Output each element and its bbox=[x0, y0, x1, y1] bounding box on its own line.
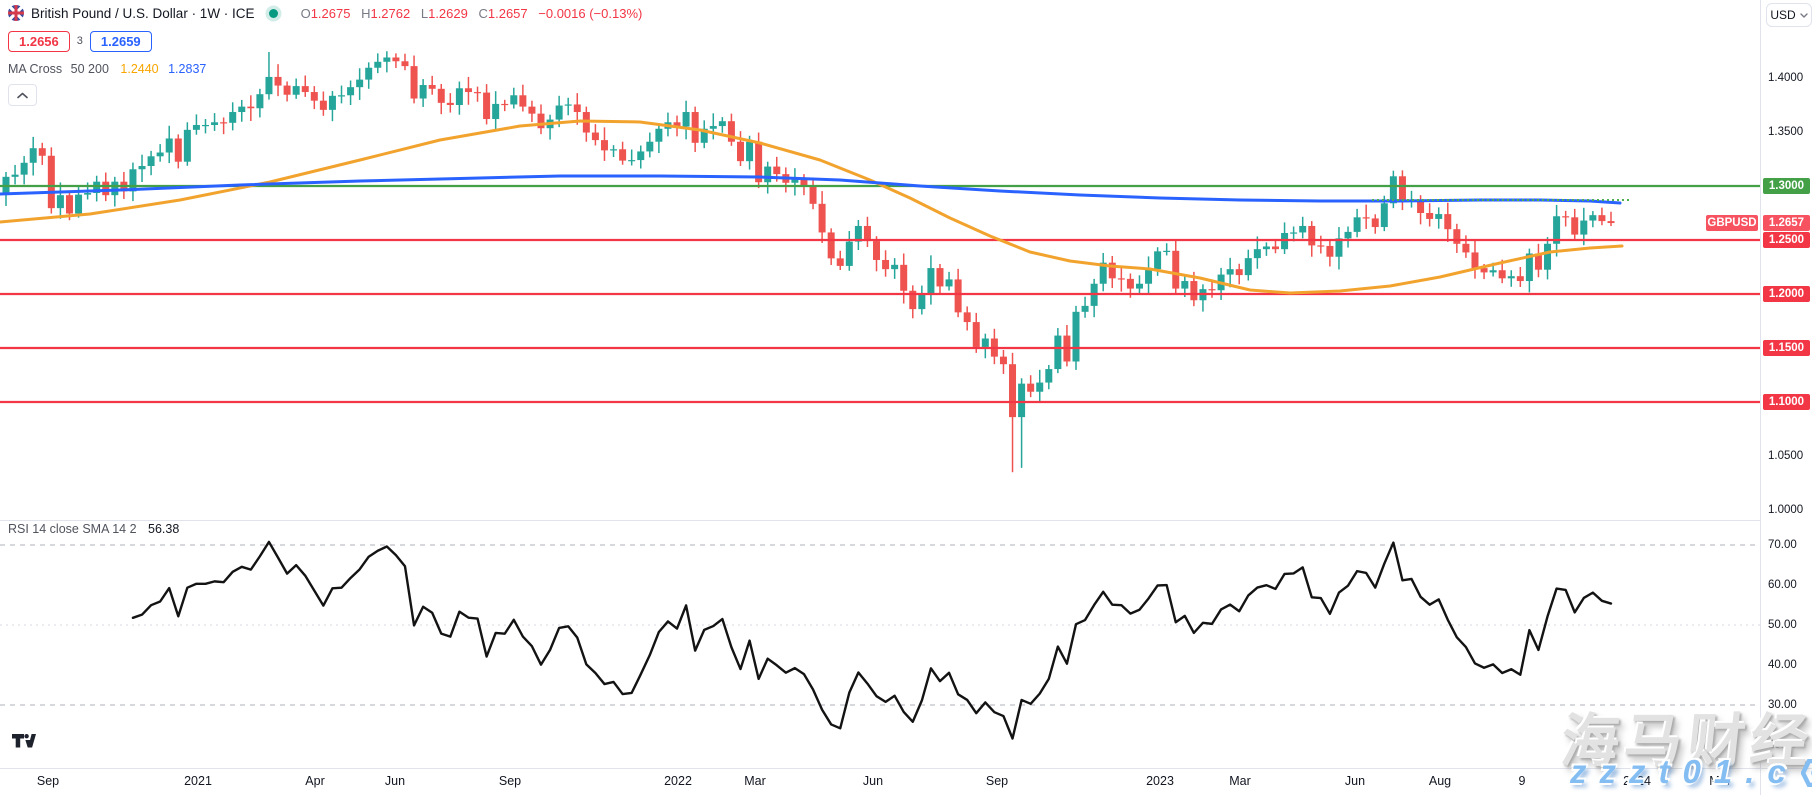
price-badge: 1.2657 bbox=[1763, 215, 1810, 232]
ohlc-open-key: O bbox=[300, 5, 311, 21]
price-tick-label: 1.3500 bbox=[1768, 126, 1804, 138]
price-badge: 1.3000 bbox=[1763, 178, 1810, 194]
time-tick-label: Jun bbox=[862, 774, 884, 788]
symbol-title[interactable]: British Pound / U.S. Dollar · 1W · ICE bbox=[31, 5, 255, 21]
time-tick-label: Sep bbox=[985, 774, 1009, 788]
chevron-up-icon bbox=[17, 92, 28, 98]
rsi-tick-label: 60.00 bbox=[1768, 579, 1797, 591]
symbol-price-badge: GBPUSD bbox=[1706, 215, 1758, 232]
price-badge: 1.2000 bbox=[1763, 286, 1810, 302]
time-tick-label: Mar bbox=[744, 774, 766, 788]
tradingview-logo-icon bbox=[12, 734, 36, 748]
time-tick-label: Mar bbox=[1229, 774, 1251, 788]
ma-fast-value: 1.2440 bbox=[120, 62, 159, 76]
ohlc-high-value: 1.2762 bbox=[370, 5, 411, 21]
rsi-tick-label: 30.00 bbox=[1768, 699, 1797, 711]
pane-divider[interactable] bbox=[0, 520, 1812, 521]
ma-cross-name: MA Cross bbox=[8, 62, 63, 76]
rsi-indicator-name: RSI 14 close SMA 14 2 bbox=[8, 522, 137, 536]
time-tick-label: Apr bbox=[305, 774, 325, 788]
rsi-value: 56.38 bbox=[148, 522, 180, 536]
symbol-legend: British Pound / U.S. Dollar · 1W · ICE O… bbox=[8, 4, 642, 106]
time-tick-label: Aug bbox=[1428, 774, 1452, 788]
chart-canvas[interactable] bbox=[0, 0, 1760, 768]
market-status-icon[interactable] bbox=[268, 8, 278, 18]
spread-label: 3 bbox=[76, 35, 83, 47]
watermark-site: zzzt01.c bbox=[1570, 753, 1812, 795]
ma-cross-legend[interactable]: MA Cross 50 200 1.2440 1.2837 bbox=[8, 62, 642, 76]
change-readout: −0.0016 (−0.13%) bbox=[538, 5, 643, 21]
price-axis[interactable]: 1.4000 1.3500 1.0500 1.0000 1.3000 1.2657 1.25… bbox=[1761, 0, 1812, 768]
rsi-tick-label: 20.00 bbox=[1768, 739, 1797, 751]
ohlc-close-key: C bbox=[478, 5, 488, 21]
price-axis-border bbox=[1760, 0, 1761, 795]
ask-button[interactable]: 1.2659 bbox=[89, 30, 152, 52]
collapse-indicators-button[interactable] bbox=[8, 84, 37, 106]
rsi-tick-label: 40.00 bbox=[1768, 659, 1797, 671]
chevron-down-icon bbox=[1799, 12, 1808, 18]
watermark-site-text: zzzt01.c bbox=[1570, 753, 1799, 790]
rsi-tick-label: 70.00 bbox=[1768, 539, 1797, 551]
currency-label: USD bbox=[1770, 8, 1796, 22]
time-tick-label: Jun bbox=[384, 774, 406, 788]
time-axis[interactable]: Sep 2021 Apr Jun Sep 2022 Mar Jun Sep 2023 Mar Jun A… bbox=[0, 769, 1760, 795]
ohlc-open-value: 1.2675 bbox=[310, 5, 351, 21]
gbpusd-flag-icon bbox=[8, 5, 24, 21]
price-tick-label: 1.4000 bbox=[1768, 72, 1804, 84]
rsi-tick-label: 50.00 bbox=[1768, 619, 1797, 631]
price-tick-label: 1.0500 bbox=[1768, 450, 1804, 462]
ohlc-low-value: 1.2629 bbox=[428, 5, 468, 21]
time-tick-label: 2024 bbox=[1623, 774, 1651, 788]
ma-cross-params: 50 200 bbox=[70, 62, 109, 76]
time-tick-label: Sep bbox=[498, 774, 522, 788]
time-tick-label: 2023 bbox=[1146, 774, 1174, 788]
tradingview-logo[interactable] bbox=[12, 733, 36, 754]
ohlc-high-key: H bbox=[361, 5, 371, 21]
price-badge: 1.1000 bbox=[1763, 394, 1810, 410]
time-tick-label: 2021 bbox=[184, 774, 212, 788]
bid-button[interactable]: 1.2656 bbox=[8, 30, 70, 52]
ma-slow-value: 1.2837 bbox=[168, 62, 207, 76]
time-tick-label: 9 bbox=[1518, 774, 1526, 788]
price-badge: 1.1500 bbox=[1763, 340, 1810, 356]
time-tick-label: Jun bbox=[1344, 774, 1366, 788]
price-tick-label: 1.0000 bbox=[1768, 504, 1804, 516]
ohlc-readout: O1.2675 H1.2762 L1.2629 C1.2657 −0.0016 … bbox=[294, 6, 643, 21]
currency-selector[interactable]: USD bbox=[1766, 3, 1812, 27]
ohlc-close-value: 1.2657 bbox=[487, 5, 528, 21]
ohlc-low-key: L bbox=[420, 5, 429, 21]
rsi-legend[interactable]: RSI 14 close SMA 14 2 56.38 bbox=[8, 522, 179, 536]
time-tick-label: Sep bbox=[36, 774, 60, 788]
time-tick-label: Mar bbox=[1709, 774, 1731, 788]
price-badge: 1.2500 bbox=[1763, 232, 1810, 248]
time-axis-divider bbox=[0, 768, 1812, 769]
time-tick-label: 2022 bbox=[664, 774, 692, 788]
watermark-hexagon-icon bbox=[1800, 757, 1812, 795]
